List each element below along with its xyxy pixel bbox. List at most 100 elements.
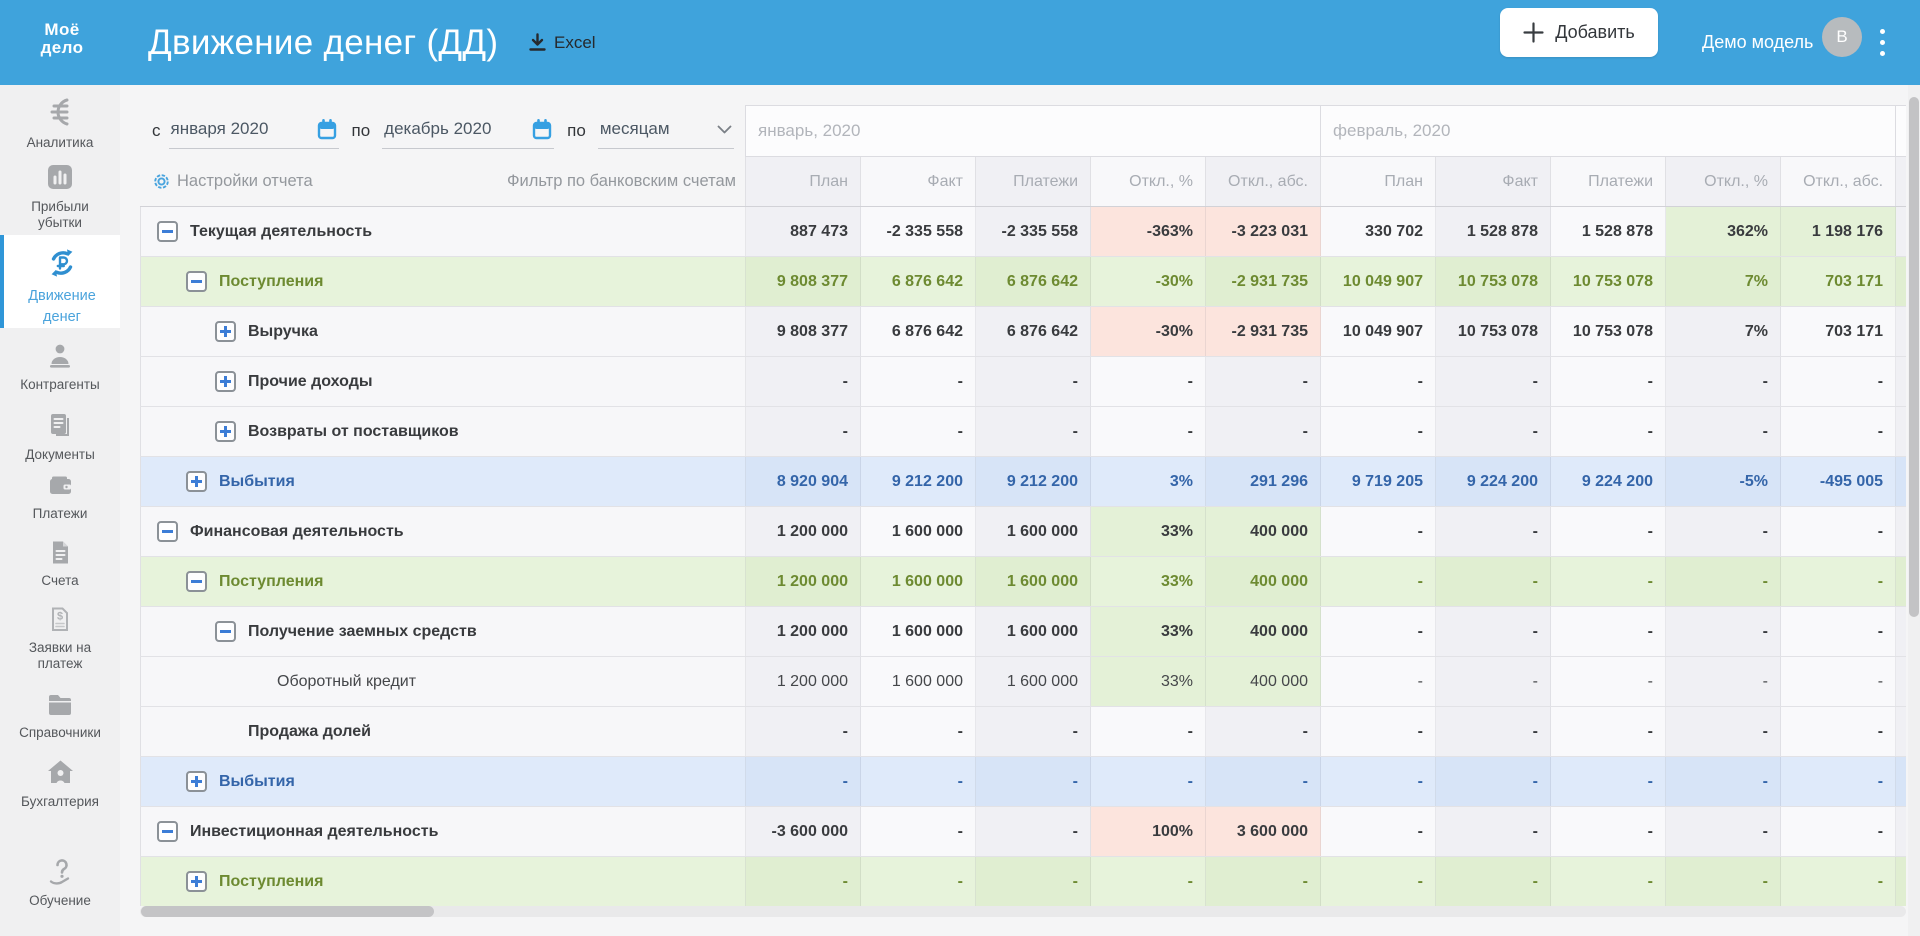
sidebar-item-payments[interactable]: Платежи [0, 472, 120, 522]
kebab-menu-icon[interactable] [1874, 0, 1890, 85]
value-cell: - [860, 756, 976, 807]
table-row: Поступления 9 808 377 6 876 642 6 876 642 -3… [140, 256, 1906, 307]
value-cell: - [1320, 606, 1436, 657]
sidebar-item-documents[interactable]: Документы [0, 410, 120, 463]
plus-icon [1523, 22, 1544, 43]
value-cell: - [1779, 406, 1896, 457]
expand-icon[interactable] [186, 771, 207, 792]
value-cell: -5% [1665, 456, 1781, 507]
user-name[interactable]: Демо модель [1702, 32, 1814, 52]
bank-accounts-filter-button[interactable]: Фильтр по банковским счетам [506, 171, 736, 190]
collapse-icon[interactable] [157, 221, 178, 242]
value-cell: - [1550, 356, 1666, 407]
value-cell: 6 876 642 [975, 256, 1091, 307]
value-cell: - [1779, 806, 1896, 857]
table-row: Выбытия - - - - - - - - - - [140, 756, 1906, 807]
date-to-field[interactable]: декабрь 2020 [382, 112, 555, 149]
value-cell: - [1779, 606, 1896, 657]
collapse-icon[interactable] [157, 521, 178, 542]
sidebar-item-directories[interactable]: Справочники [0, 692, 120, 741]
table-row: Возвраты от поставщиков - - - - - - - - - - [140, 406, 1906, 457]
value-cell: 1 200 000 [745, 556, 861, 607]
value-cell: 1 600 000 [860, 506, 976, 557]
expand-icon[interactable] [215, 371, 236, 392]
value-cell: 6 876 642 [860, 306, 976, 357]
sidebar-item-accounting[interactable]: Бухгалтерия [0, 758, 120, 810]
value-cell: - [1435, 806, 1551, 857]
collapse-icon[interactable] [215, 621, 236, 642]
help-hand-icon [49, 859, 69, 885]
sidebar-item-payment-requests[interactable]: $ Заявки на платеж [0, 606, 120, 672]
sidebar-item-label: Справочники [19, 725, 101, 740]
value-cell: - [1205, 756, 1321, 807]
collapse-icon[interactable] [157, 821, 178, 842]
value-cell: - [1550, 806, 1666, 857]
value-cell: - [1205, 406, 1321, 457]
date-from-field[interactable]: января 2020 [168, 112, 339, 149]
value-cell: - [1090, 856, 1206, 906]
add-button[interactable]: Добавить [1500, 8, 1658, 57]
value-cell: - [745, 756, 861, 807]
expand-icon[interactable] [186, 871, 207, 892]
value-cell: - [1665, 706, 1781, 757]
vertical-scrollbar-thumb[interactable] [1909, 97, 1919, 617]
value-cell: - [1320, 356, 1436, 407]
value-cell: - [1550, 506, 1666, 557]
value-cell: 3% [1090, 456, 1206, 507]
sidebar-item-cash-flow[interactable]: Движение денег [0, 235, 120, 328]
excel-export-button[interactable]: Excel [528, 0, 596, 85]
column-header: Факт [860, 156, 976, 207]
sidebar-item-analytics[interactable]: Аналитика [0, 96, 120, 151]
group-by-select[interactable]: месяцам [597, 112, 734, 149]
report-settings-label: Настройки отчета [177, 171, 313, 190]
table-row: Инвестиционная деятельность -3 600 000- -1… [140, 806, 1906, 857]
value-cell: - [1320, 406, 1436, 457]
sidebar-item-profit-loss[interactable]: Прибыли убытки [0, 162, 120, 231]
value-cell: - [860, 706, 976, 757]
value-cell: - [1779, 506, 1896, 557]
sidebar-item-training[interactable]: Обучение [0, 857, 120, 909]
expand-icon[interactable] [215, 421, 236, 442]
report-settings-button[interactable]: Настройки отчета [152, 172, 313, 191]
collapse-icon[interactable] [186, 271, 207, 292]
column-header: Откл., абс. [1205, 156, 1321, 207]
value-cell: - [1550, 656, 1666, 707]
row-label-cell: Возвраты от поставщиков [140, 406, 746, 457]
value-cell: 887 473 [745, 206, 861, 257]
invoice-icon [52, 541, 68, 564]
sidebar-item-invoices[interactable]: Счета [0, 539, 120, 589]
avatar[interactable]: B [1822, 17, 1862, 57]
column-header: Откл., % [1090, 156, 1206, 207]
value-cell: - [1665, 406, 1781, 457]
value-cell: - [860, 806, 976, 857]
row-label: Финансовая деятельность [190, 522, 404, 540]
row-label-cell: Оборотный кредит [140, 656, 746, 707]
value-cell: - [1550, 406, 1666, 457]
bar-chart-icon [48, 165, 72, 189]
table-row: Получение заемных средств 1 200 000 1 600 … [140, 606, 1906, 657]
value-cell: 1 600 000 [860, 606, 976, 657]
value-cell: 1 528 878 [1550, 206, 1666, 257]
expand-icon[interactable] [186, 471, 207, 492]
sidebar-item-label: Счета [41, 573, 79, 588]
horizontal-scrollbar-thumb[interactable] [141, 906, 434, 917]
value-cell: 1 600 000 [975, 656, 1091, 707]
value-cell: 10 049 907 [1320, 256, 1436, 307]
value-cell [1895, 806, 1906, 857]
expand-icon[interactable] [215, 321, 236, 342]
value-cell: 7% [1665, 256, 1781, 307]
sidebar-item-label: Заявки на [28, 640, 92, 655]
payment-request-icon: $ [52, 607, 68, 631]
logo[interactable]: Моё дело [36, 21, 88, 57]
value-cell: -363% [1090, 206, 1206, 257]
row-label: Выручка [248, 322, 318, 340]
page-title: Движение денег (ДД) [148, 23, 499, 62]
sidebar-item-contractors[interactable]: Контрагенты [0, 340, 120, 393]
row-label-cell: Прочие доходы [140, 356, 746, 407]
value-cell: - [1320, 506, 1436, 557]
column-header: План [745, 156, 861, 207]
sidebar-item-label: убытки [38, 215, 82, 230]
collapse-icon[interactable] [186, 571, 207, 592]
value-cell: - [1320, 806, 1436, 857]
